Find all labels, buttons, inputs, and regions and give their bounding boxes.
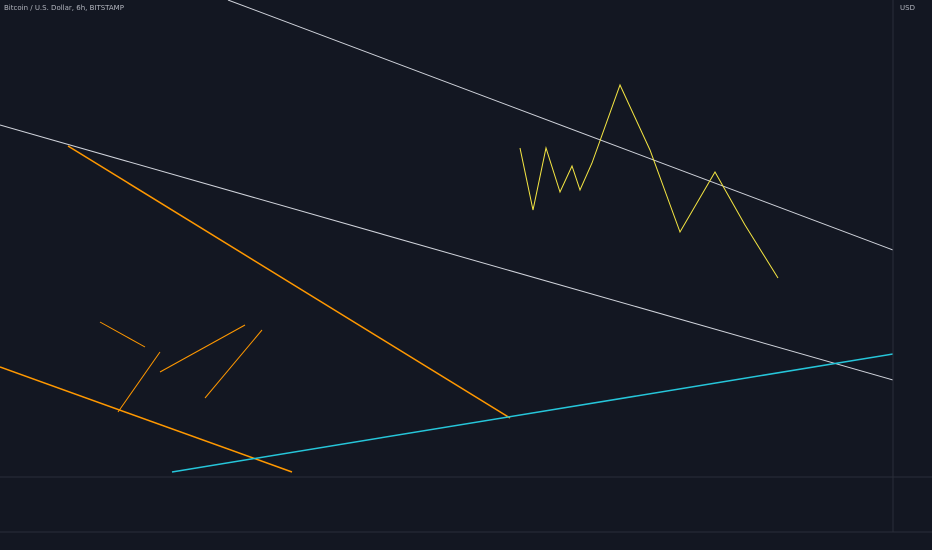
trend-line [171, 353, 894, 473]
trend-line [0, 124, 894, 381]
trend-line [0, 366, 293, 473]
trend-line [67, 145, 511, 419]
trend-line [227, 0, 894, 251]
channel-line [117, 351, 161, 413]
channel-line [159, 324, 246, 373]
drawings [0, 0, 894, 473]
currency: USD [900, 4, 915, 12]
channel-line [99, 321, 146, 348]
symbol-title: Bitcoin / U.S. Dollar, 6h, BITSTAMP [4, 4, 124, 12]
projection-path [519, 83, 779, 279]
channel-line [204, 329, 263, 399]
